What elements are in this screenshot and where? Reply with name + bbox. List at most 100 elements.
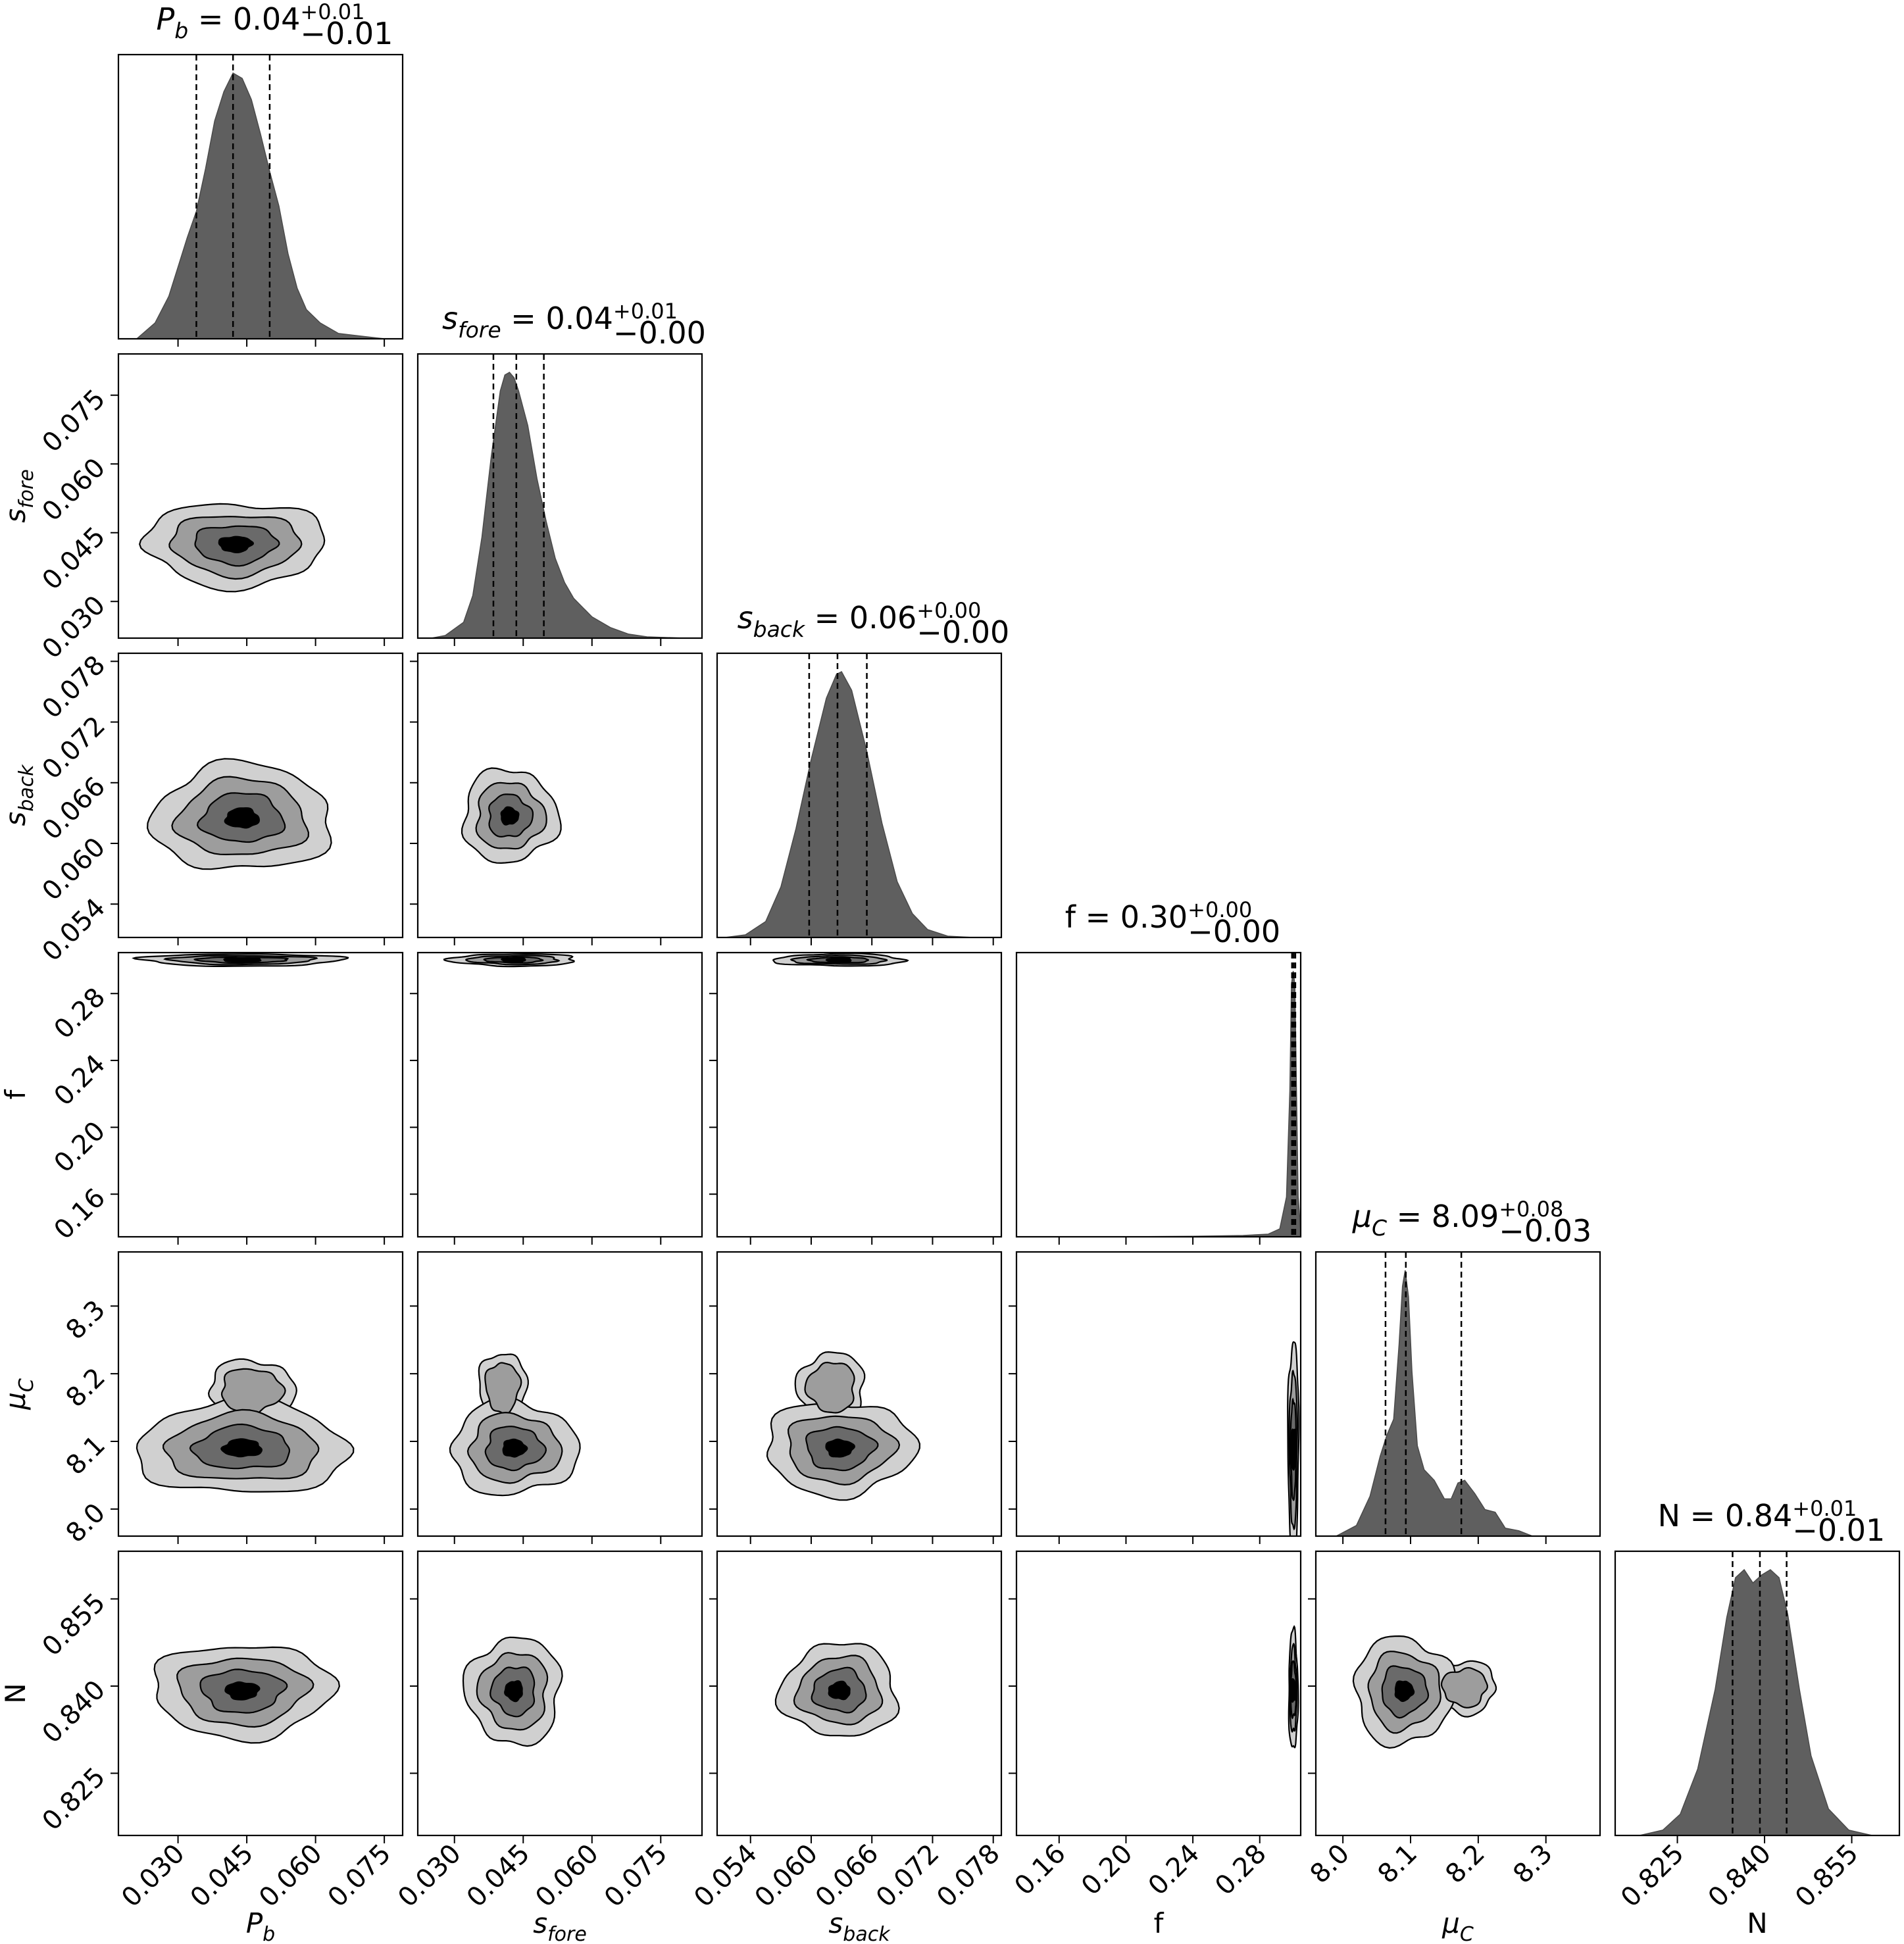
x-tick-label: 0.078 — [931, 1839, 1006, 1914]
contour-level-4 — [218, 536, 255, 554]
x-tick-label: 0.075 — [599, 1839, 674, 1914]
contour-level-4 — [825, 1438, 856, 1458]
contour-level-2-secondary — [804, 1361, 855, 1414]
x-tick-label: 0.060 — [749, 1839, 824, 1914]
contour-level-4 — [825, 956, 852, 964]
y-tick-label: 0.855 — [37, 1587, 112, 1662]
y-tick-label: 0.825 — [37, 1762, 112, 1837]
contour-panel-c-vs-n: 8.0 8.1 8.2 8.3 — [1305, 1550, 1601, 1890]
contour-level-4 — [223, 957, 262, 964]
x-tick-label: 0.840 — [1703, 1839, 1778, 1914]
x-tick-label: 8.0 — [1305, 1839, 1356, 1890]
y-tick-label: 8.0 — [61, 1497, 112, 1549]
x-axis-label-s-back: sback — [828, 1907, 891, 1944]
x-tick-label: 0.825 — [1615, 1839, 1690, 1914]
panel-title-s-fore: sfore = 0.04+0.01 — [442, 299, 678, 343]
contour-level-4 — [220, 1438, 263, 1458]
x-tick-label: 0.24 — [1143, 1839, 1206, 1902]
x-tick-label: 8.2 — [1440, 1839, 1491, 1890]
y-axis-label-c: μC — [0, 1378, 38, 1410]
panel-title-minus: −0.01 — [1792, 1512, 1885, 1548]
x-axis-label-f: f — [1154, 1907, 1165, 1939]
contour-level-4 — [224, 1681, 261, 1701]
panel-frame — [117, 53, 404, 340]
panel-frame — [716, 652, 1003, 939]
panel-frame — [1315, 1550, 1601, 1837]
x-tick-label: 0.066 — [810, 1839, 885, 1914]
x-tick-label: 0.072 — [870, 1839, 945, 1914]
histogram-panel-f: f = 0.30+0.00−0.00 — [1015, 897, 1302, 1245]
panel-frame — [117, 353, 404, 639]
x-tick-label: 8.3 — [1507, 1839, 1559, 1890]
y-tick-label: 0.28 — [49, 982, 112, 1045]
histogram-panel-n: N = 0.84+0.01−0.01 0.825 0.840 0.855 — [1614, 1496, 1901, 1914]
contour-level-2-secondary — [484, 1362, 522, 1415]
panel-title-c: μC = 8.09+0.08 — [1352, 1197, 1564, 1241]
x-axis-label-n: N — [1747, 1907, 1767, 1939]
contour-level-4 — [500, 806, 520, 826]
y-tick-label: 0.072 — [37, 710, 112, 785]
x-tick-label: 0.054 — [688, 1839, 763, 1914]
histogram-panel-s-back: sback = 0.06+0.00−0.00 — [716, 598, 1009, 945]
y-axis-label-s-back: sback — [0, 764, 38, 826]
panel-title-minus: −0.03 — [1499, 1213, 1591, 1249]
x-tick-label: 0.030 — [392, 1839, 467, 1914]
panel-frame — [1315, 1251, 1601, 1537]
y-tick-label: 8.1 — [61, 1430, 112, 1482]
x-tick-label: 0.20 — [1076, 1839, 1139, 1902]
contour-level-4 — [1394, 1680, 1415, 1703]
y-tick-label: 0.066 — [37, 771, 112, 846]
y-tick-label: 0.840 — [37, 1675, 112, 1750]
panel-frame — [416, 1251, 703, 1537]
y-tick-label: 0.054 — [37, 893, 112, 968]
contour-panel-f-vs-c — [1009, 1251, 1302, 1544]
panel-title-p-b: Pb = 0.04+0.01 — [157, 0, 365, 43]
panel-frame — [416, 951, 703, 1238]
contour-level-4 — [501, 956, 526, 964]
histogram-fill — [725, 670, 974, 937]
contour-panel-s-back-vs-c — [709, 1251, 1003, 1544]
histogram-panel-p-b: Pb = 0.04+0.01−0.01 — [117, 0, 404, 347]
panel-title-n: N = 0.84+0.01 — [1658, 1496, 1857, 1533]
contour-level-2-secondary — [1440, 1666, 1488, 1708]
panel-frame — [416, 652, 703, 939]
histogram-fill — [1639, 1568, 1872, 1835]
contour-panel-s-fore-vs-s-back — [410, 652, 703, 945]
panel-frame — [1015, 951, 1302, 1238]
panel-frame — [117, 951, 404, 1238]
contour-level-2-secondary — [220, 1368, 286, 1416]
x-tick-label: 0.075 — [322, 1839, 397, 1914]
panel-title-minus: −0.00 — [1188, 914, 1280, 949]
x-tick-label: 0.060 — [530, 1839, 605, 1914]
contour-panel-f-vs-n: 0.16 0.20 0.24 0.28 — [1009, 1550, 1302, 1902]
panel-frame — [1015, 1251, 1302, 1537]
y-tick-label: 8.2 — [61, 1362, 112, 1414]
x-tick-label: 0.855 — [1790, 1839, 1865, 1914]
y-tick-label: 0.075 — [37, 384, 112, 459]
panel-title-minus: −0.00 — [916, 614, 1009, 650]
contour-panel-p-b-vs-c: 8.0 8.1 8.2 8.3 — [61, 1251, 404, 1549]
y-tick-label: 0.030 — [37, 590, 112, 665]
panel-frame — [117, 1251, 404, 1537]
y-tick-label: 0.16 — [49, 1183, 112, 1246]
panel-frame — [416, 353, 703, 639]
contour-level-4 — [504, 1680, 523, 1703]
y-axis-label-n: N — [0, 1683, 32, 1703]
histogram-panel-s-fore: sfore = 0.04+0.01−0.00 — [416, 299, 706, 646]
y-tick-label: 0.045 — [37, 521, 112, 596]
x-tick-label: 0.045 — [461, 1839, 536, 1914]
contour-level-4 — [1290, 1678, 1297, 1703]
x-tick-label: 0.030 — [116, 1839, 191, 1914]
panel-frame — [117, 652, 404, 939]
histogram-fill — [431, 372, 684, 638]
contour-level-4 — [224, 807, 261, 829]
histogram-fill — [136, 72, 385, 339]
panel-frame — [716, 951, 1003, 1238]
y-tick-label: 8.3 — [61, 1295, 112, 1346]
panel-frame — [117, 1550, 404, 1837]
